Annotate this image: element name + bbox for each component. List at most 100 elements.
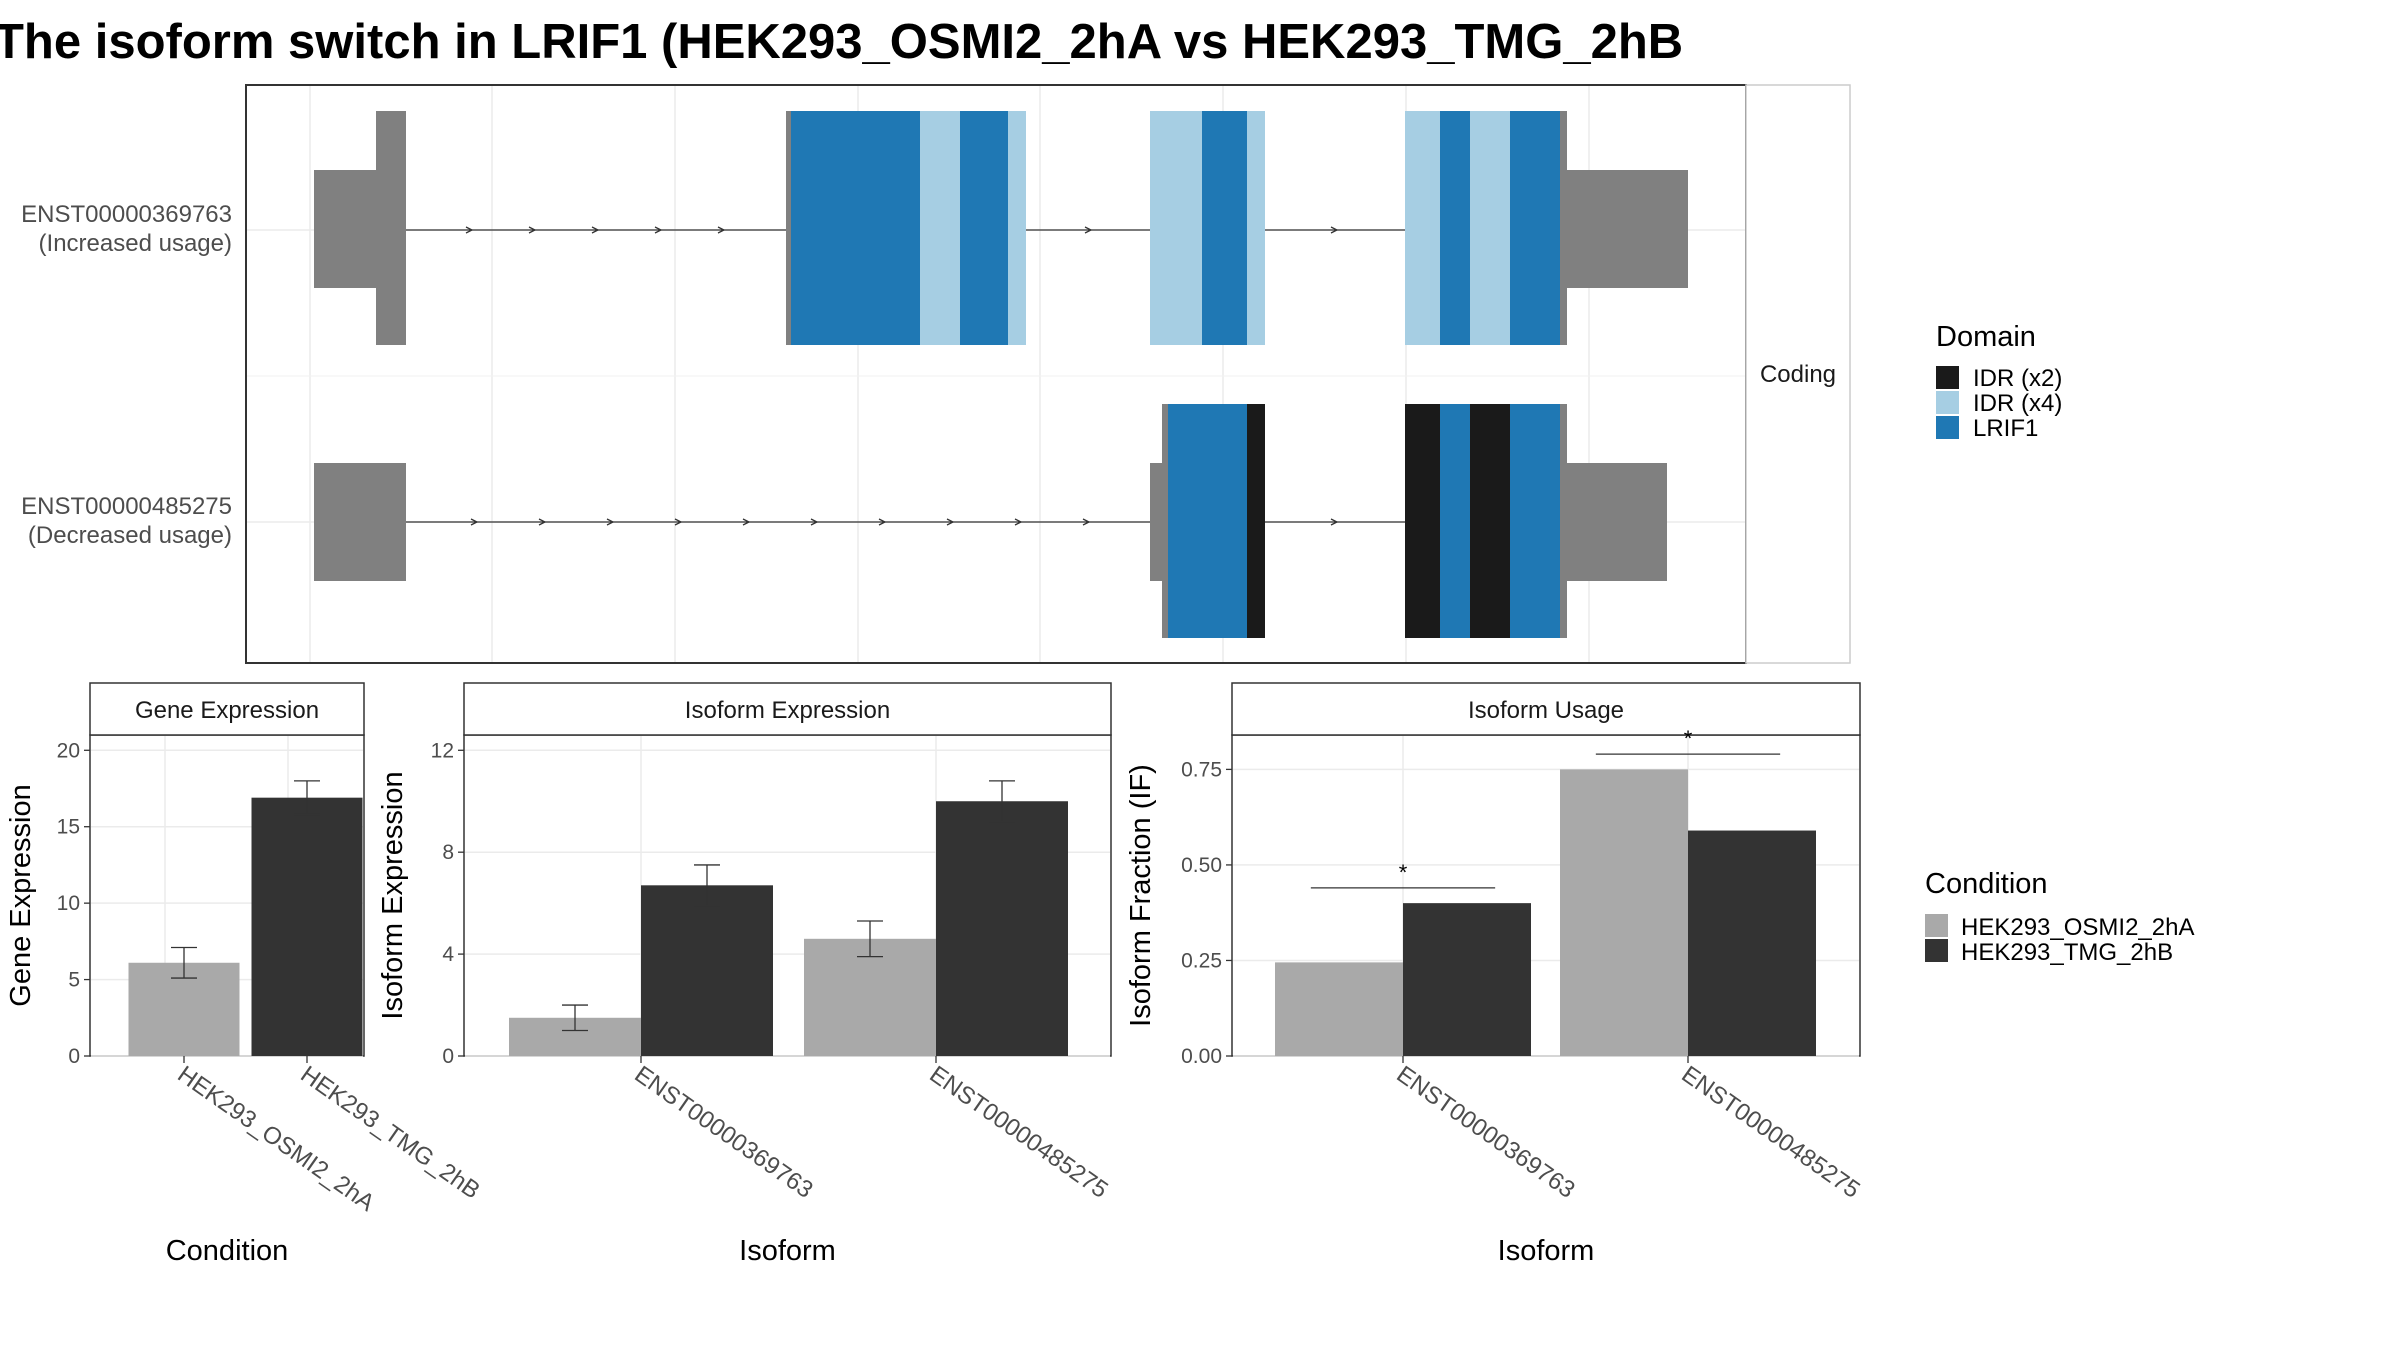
structure-panel: Coding ENST00000369763 (Increased usage)… [21,84,1851,664]
chart-strip [89,682,365,736]
exon-edge [1162,404,1168,638]
domain-lrif1 [786,111,1026,345]
y-tick-label: 15 [57,816,80,839]
y-tick-label: 10 [57,892,80,915]
x-tick-label: ENST00000369763 [1392,1061,1580,1204]
bar [251,797,363,1056]
bar [804,938,936,1056]
intron-arrow [1330,226,1339,234]
utr-block [1150,463,1164,581]
condition-legend: Condition HEK293_OSMI2_2hA HEK293_TMG_2h… [1925,868,2194,966]
domain-legend: Domain IDR (x2) IDR (x4) LRIF1 [1936,321,2062,442]
intron-arrow [742,518,751,526]
bar [1560,769,1688,1056]
bar [936,801,1068,1056]
y-tick-label: 0.00 [1181,1045,1222,1068]
intron-arrow [946,518,955,526]
intron-arrow [810,518,819,526]
domain-lrif1 [1440,111,1470,345]
intron-arrow [878,518,887,526]
y-tick-label: 0.25 [1181,949,1222,972]
chart-strip-title: Gene Expression [135,697,319,724]
condition-legend-swatch-tmg [1925,939,1948,962]
figure-title: The isoform switch in LRIF1 (HEK293_OSMI… [0,15,1683,69]
bar [1403,903,1531,1056]
condition-legend-label-tmg: HEK293_TMG_2hB [1961,939,2173,966]
domain-idr-x2 [1247,404,1265,638]
domain-legend-swatch-idr-x2 [1936,366,1959,389]
intron-arrow [1082,518,1091,526]
intron-arrow [470,518,479,526]
x-tick-label: ENST00000485275 [1677,1061,1865,1204]
chart-panel-2: Isoform Usage * * 0.00 0.25 0.50 0.75 ENST00000… [1125,682,1865,1267]
chart-panel-0: Gene Expression05101520HEK293_OSMI2_2hAH… [5,682,485,1267]
intron-arrow [654,226,663,234]
domain-lrif1 [1510,404,1565,638]
intron-arrow [1014,518,1023,526]
isoform-label-1-id: ENST00000369763 [21,201,232,228]
domain-lrif1 [1510,111,1565,345]
domain-lrif1 [1440,404,1470,638]
bar [1688,830,1816,1056]
intron-arrow [717,226,726,234]
utr-block [1560,170,1688,288]
intron-arrow [538,518,547,526]
intron-arrow [674,518,683,526]
intron-arrow [528,226,537,234]
domain-legend-title: Domain [1936,321,2036,353]
isoform-label-1-usage: (Increased usage) [39,230,232,257]
x-tick-label: HEK293_OSMI2_2hA [173,1061,380,1217]
condition-legend-title: Condition [1925,868,2048,900]
utr-block [1560,463,1667,581]
expression-charts: Gene Expression05101520HEK293_OSMI2_2hAH… [5,682,1865,1267]
chart-strip [1231,682,1861,736]
intron-arrow [1330,518,1339,526]
x-tick-label: ENST00000485275 [925,1061,1113,1204]
intron-arrow [1084,226,1093,234]
x-axis-title: Isoform [739,1235,836,1267]
y-tick-label: 0 [68,1045,80,1068]
chart-strip-title: Isoform Expression [685,697,890,724]
y-tick-label: 4 [442,943,454,966]
chart-strip-title: Isoform Usage [1468,697,1624,724]
domain-legend-label-lrif1: LRIF1 [1973,415,2038,442]
y-tick-label: 20 [57,739,80,762]
y-tick-label: 12 [431,739,454,762]
bar [641,885,773,1056]
x-axis-title: Condition [166,1235,289,1267]
x-axis-title: Isoform [1498,1235,1595,1267]
domain-legend-swatch-idr-x4 [1936,391,1959,414]
domain-legend-swatch-lrif1 [1936,416,1959,439]
domain-lrif1 [1202,111,1247,345]
condition-legend-label-osmi2: HEK293_OSMI2_2hA [1961,914,2194,941]
isoform-label-2-id: ENST00000485275 [21,493,232,520]
structure-strip-label: Coding [1760,361,1836,388]
transcript-models [314,111,1688,638]
domain-idr-x4 [920,111,960,345]
utr-block [314,463,406,581]
chart-strip [463,682,1112,736]
significance-star: * [1684,726,1693,751]
bar [1275,962,1403,1056]
y-axis-title: Isoform Fraction (IF) [1125,764,1157,1027]
y-tick-label: 0.50 [1181,854,1222,877]
intron-arrow [465,226,474,234]
y-axis-title: Isoform Expression [377,771,409,1019]
condition-legend-swatch-osmi2 [1925,914,1948,937]
y-axis-title: Gene Expression [5,784,37,1006]
structure-strip [1745,84,1851,664]
chart-panel-1: Isoform Expression 0 4 8 12 ENST00000369763 EN… [377,682,1113,1267]
isoform-label-2-usage: (Decreased usage) [28,522,232,549]
significance-star: * [1399,860,1408,885]
domain-legend-label-idr-x2: IDR (x2) [1973,365,2062,392]
y-tick-label: 0.75 [1181,758,1222,781]
intron-arrow [606,518,615,526]
exon-block [376,111,406,345]
y-tick-label: 8 [442,841,454,864]
domain-idr-x4 [1008,111,1026,345]
intron-arrow [591,226,600,234]
y-tick-label: 0 [442,1045,454,1068]
exon-edge [786,111,791,345]
domain-legend-label-idr-x4: IDR (x4) [1973,390,2062,417]
